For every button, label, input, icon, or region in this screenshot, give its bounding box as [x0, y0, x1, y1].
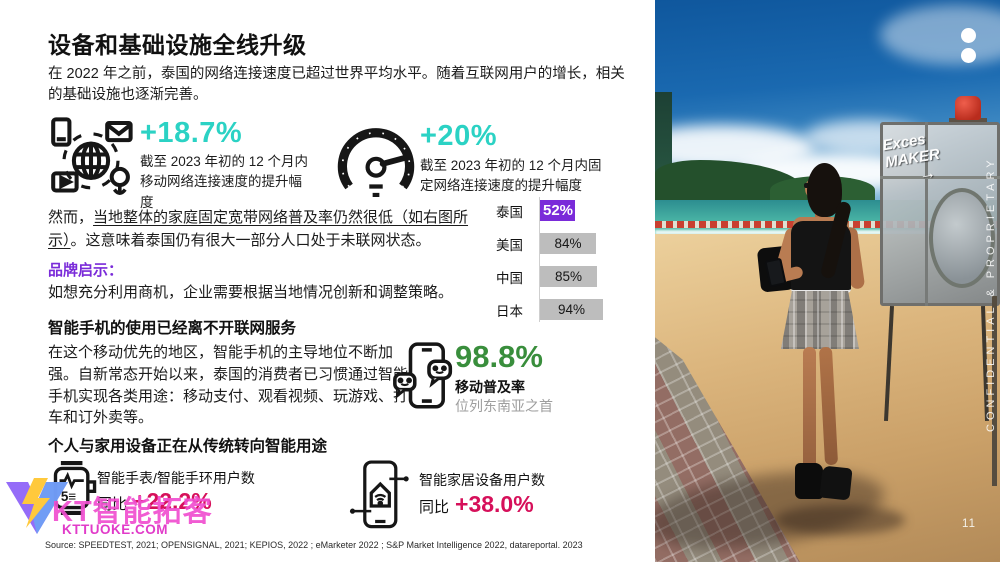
photo-cart: Exces MAKER →: [877, 96, 1000, 496]
person-boot: [819, 465, 853, 501]
photo-cloud: [880, 5, 1000, 65]
broadband-prefix: 然而，: [48, 209, 94, 226]
chart-category-label: 日本: [496, 303, 523, 319]
chart-category-label: 美国: [496, 237, 523, 253]
broadband-penetration-chart: 泰国 52% 美国 84% 中国 85% 日本 94%: [495, 197, 655, 322]
chart-row: 泰国 52%: [496, 200, 655, 221]
source-citation: Source: SPEEDTEST, 2021; OPENSIGNAL, 202…: [45, 540, 583, 550]
chart-bar: 84%: [540, 233, 596, 254]
beacon-base: [949, 118, 987, 123]
person-leg: [818, 346, 839, 466]
red-beacon: [955, 96, 981, 120]
watermark-name: KT智能拓客: [52, 496, 213, 528]
chart-bar: 85%: [540, 266, 597, 287]
cart-drum: [929, 188, 995, 288]
yoy-prefix: 同比: [97, 496, 128, 513]
mobile-penetration-label: 移动普及率: [455, 379, 525, 395]
watermark-logo-icon: [4, 476, 70, 543]
devices-section-heading: 个人与家用设备正在从传统转向智能用途: [48, 438, 328, 455]
chart-row: 中国 85%: [496, 266, 655, 287]
photo-person: [756, 163, 882, 535]
chart-category-label: 泰国: [496, 204, 523, 220]
brand-insight-label: 品牌启示：: [48, 262, 124, 279]
brand-insight-text: 如想充分利用商机，企业需要根据当地情况创新和调整策略。: [48, 284, 454, 301]
chart-bar: 94%: [540, 299, 603, 320]
mobile-penetration-value: 98.8%: [455, 339, 543, 374]
person-leg: [803, 347, 816, 469]
connected-devices-icon: [46, 114, 136, 204]
broadband-underlined: 当地整体的家庭固定宽带网络普及率仍然很低（如右图所示）: [48, 209, 469, 249]
photo-shadow: [775, 505, 905, 535]
mobile-penetration-sublabel: 位列东南亚之首: [455, 398, 553, 414]
mobile-speed-stat-value: +18.7%: [140, 117, 243, 149]
cart-pole: [992, 296, 997, 486]
smartphone-section-body: 在这个移动优先的地区，智能手机的主导地位不断加强。自新常态开始以来，泰国的消费者…: [48, 344, 409, 427]
chart-category-label: 中国: [496, 270, 523, 286]
smart-home-phone-icon: [348, 455, 410, 535]
page-number: 11: [962, 518, 976, 530]
smart-home-growth-value: +38.0%: [455, 491, 534, 517]
intro-paragraph: 在 2022 年之前，泰国的网络连接速度已超过世界平均水平。随着互联网用户的增长…: [48, 66, 625, 103]
person-boot: [795, 463, 823, 499]
yoy-prefix: 同比: [419, 499, 450, 516]
chart-row: 美国 84%: [496, 233, 655, 254]
broadband-paragraph: 然而，当地整体的家庭固定宽带网络普及率仍然很低（如右图所示）。这意味着泰国仍有很…: [48, 207, 503, 252]
broadband-suffix: 。这意味着泰国仍有很大一部分人口处于未联网状态。: [70, 231, 431, 249]
chart-bar: 52%: [540, 200, 575, 221]
svg-text:5≡: 5≡: [61, 489, 76, 504]
fixed-speed-stat-value: +20%: [420, 120, 497, 152]
phone-chat-icon: [392, 341, 456, 417]
beach-photo: Exces MAKER →: [655, 0, 1000, 562]
smartwatch-users-label: 智能手表/智能手环用户数: [97, 470, 255, 486]
fixed-speed-stat-caption: 截至 2023 年初的 12 个月内固定网络连接速度的提升幅度: [420, 158, 602, 194]
speedometer-icon: [334, 121, 418, 205]
cart-frame: [880, 176, 1000, 179]
smartphone-section-heading: 智能手机的使用已经离不开联网服务: [48, 320, 297, 337]
confidential-watermark: CONFIDENTIAL & PROPRIETARY: [985, 156, 997, 432]
smartwatch-growth-value: +22.2%: [133, 488, 212, 514]
smartwatch-users-growth: 同比 +22.2%: [97, 488, 212, 515]
watermark-url: KTTUOKE.COM: [62, 522, 168, 537]
cart-frame: [925, 122, 928, 306]
chart-row: 日本 94%: [496, 299, 655, 320]
mobile-speed-stat-caption: 截至 2023 年初的 12 个月内移动网络连接速度的提升幅度: [140, 154, 309, 210]
more-options-dots-icon[interactable]: [961, 28, 977, 68]
page-title: 设备和基础设施全线升级: [48, 32, 307, 58]
smart-home-users-growth: 同比 +38.0%: [419, 491, 534, 518]
smart-home-users-label: 智能家居设备用户数: [419, 472, 545, 488]
plaid-skirt: [781, 291, 859, 349]
cart-leg: [883, 305, 895, 422]
broadband-chart-rows: 泰国 52% 美国 84% 中国 85% 日本 94%: [496, 197, 655, 322]
